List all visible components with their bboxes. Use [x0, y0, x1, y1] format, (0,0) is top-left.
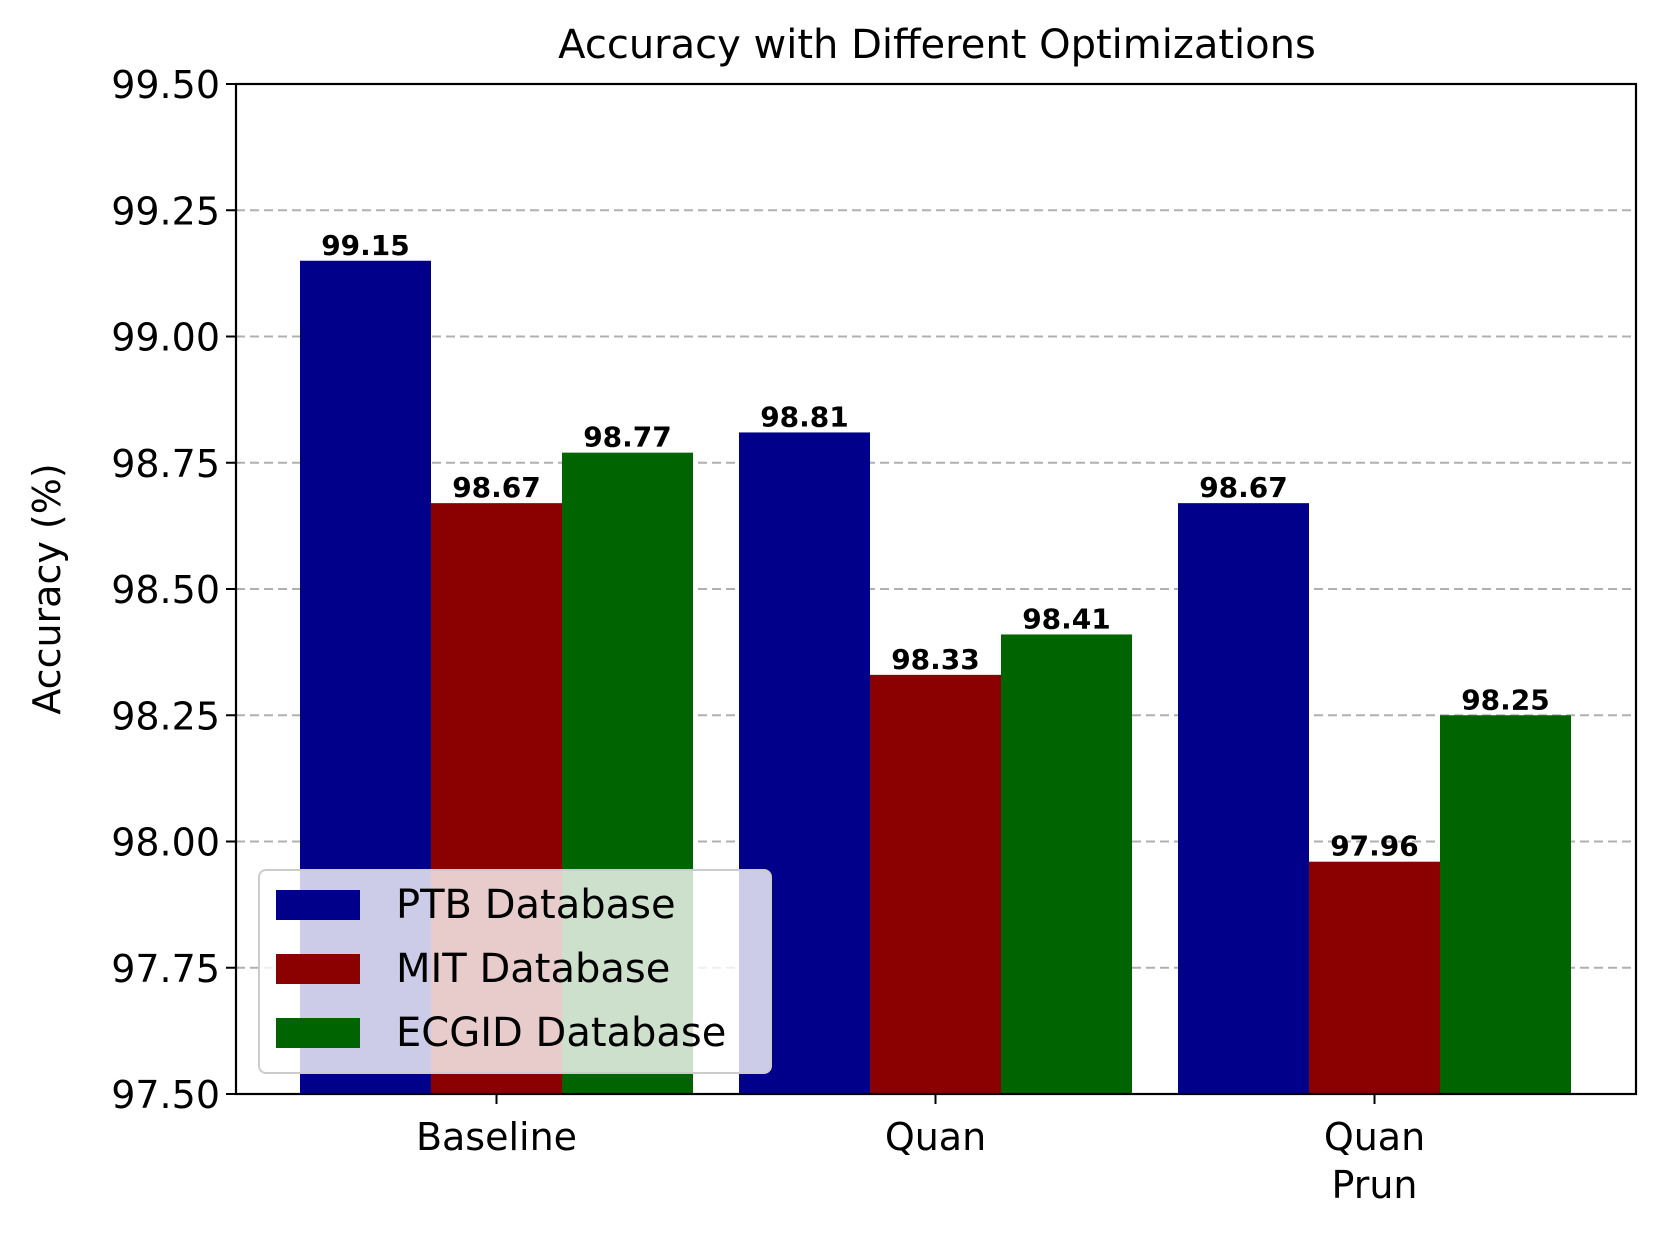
x-tick-label: Prun [1331, 1163, 1417, 1207]
bar-value-label: 98.25 [1461, 683, 1550, 716]
legend-label: MIT Database [396, 946, 670, 992]
legend: PTB Database MIT Database ECGID Database [258, 869, 772, 1074]
legend-swatch [276, 1018, 360, 1048]
bar-value-label: 99.15 [321, 229, 410, 262]
bar-value-label: 98.77 [583, 421, 672, 454]
y-tick-label: 98.50 [111, 568, 220, 612]
y-tick-label: 99.25 [111, 189, 220, 233]
bar-value-label: 98.67 [452, 471, 541, 504]
legend-label: PTB Database [396, 882, 676, 928]
bar-value-label: 98.41 [1022, 602, 1111, 635]
y-tick-label: 99.00 [111, 316, 220, 360]
y-tick-label: 97.75 [111, 947, 220, 991]
bar-value-label: 98.67 [1199, 471, 1288, 504]
bar-value-label: 97.96 [1330, 830, 1419, 863]
bar-value-label: 98.33 [891, 643, 980, 676]
bar [1178, 503, 1309, 1094]
chart-title: Accuracy with Different Optimizations [558, 22, 1316, 68]
legend-box [258, 869, 772, 1074]
y-tick-label: 98.75 [111, 442, 220, 486]
bar [870, 674, 1001, 1094]
legend-swatch [276, 954, 360, 984]
bar-labels-layer: 99.15 98.67 98.77 98.81 98.33 98.41 98.67 97.96… [321, 229, 1550, 863]
legend-swatch [276, 890, 360, 920]
axes-layer: 97.50 97.75 98.00 98.25 98.50 98.75 99.00 99.25… [111, 63, 1638, 1207]
y-axis-label: Accuracy (%) [25, 463, 69, 714]
legend-label: ECGID Database [396, 1010, 726, 1056]
bar [1001, 634, 1132, 1094]
y-tick-label: 99.50 [111, 63, 220, 107]
bar [1440, 715, 1571, 1094]
y-tick-label: 97.50 [111, 1073, 220, 1117]
bar-value-label: 98.81 [760, 400, 849, 433]
y-tick-label: 98.00 [111, 821, 220, 865]
bar [1309, 861, 1440, 1094]
x-tick-label: Quan [885, 1115, 986, 1159]
x-tick-label: Quan [1324, 1115, 1425, 1159]
y-tick-label: 98.25 [111, 694, 220, 738]
x-tick-label: Baseline [416, 1115, 577, 1159]
